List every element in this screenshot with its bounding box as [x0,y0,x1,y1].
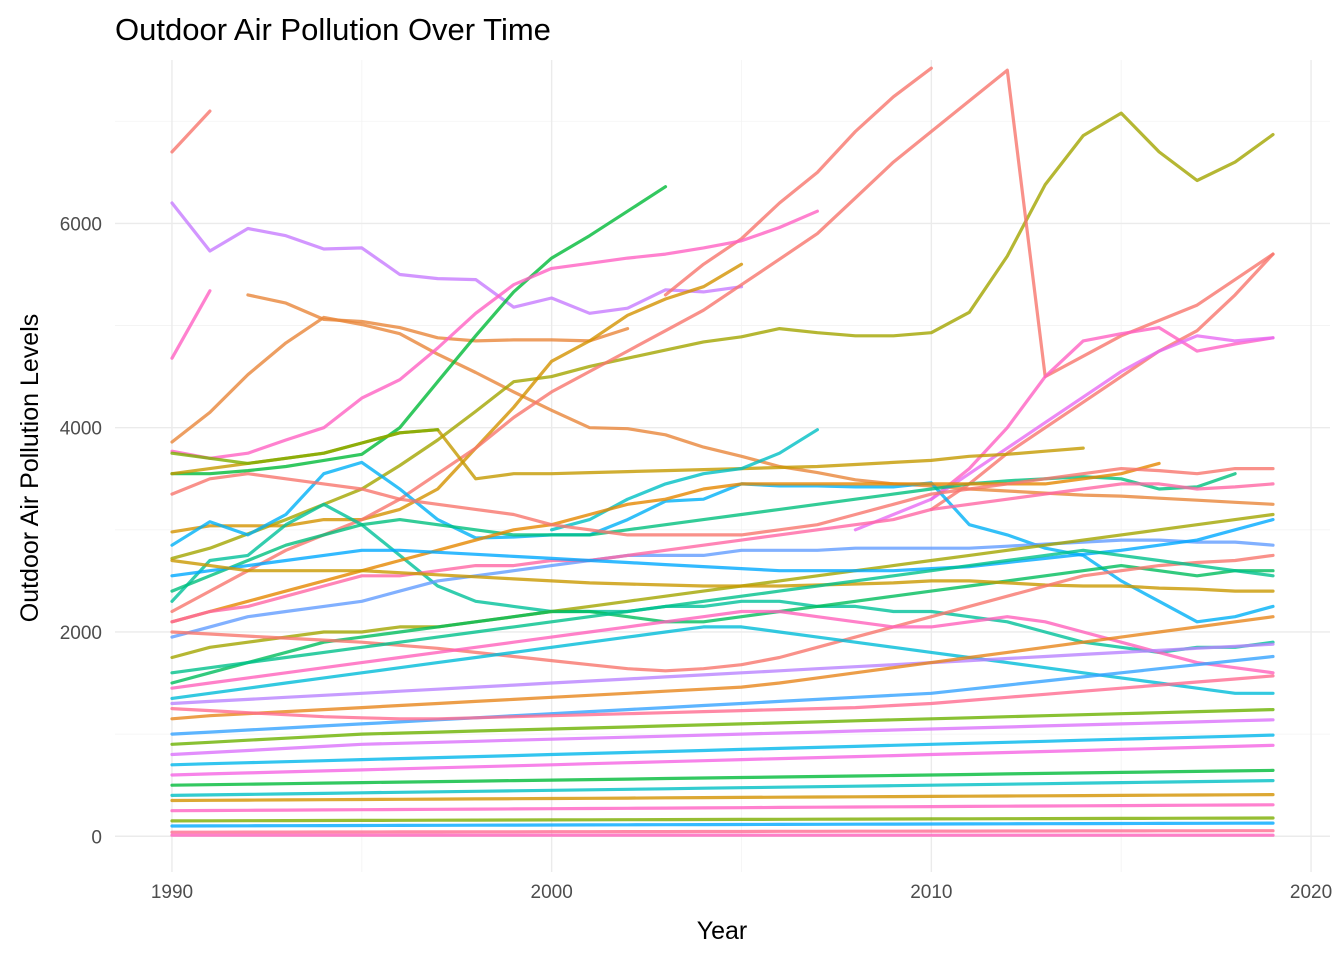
x-tick-label: 2010 [910,882,952,903]
series-line-3 [170,289,212,360]
y-tick-label: 0 [91,827,102,848]
tick-labels: 1990 2000 2010 2020 0 2000 4000 6000 [60,214,1332,903]
x-tick-label: 1990 [151,882,193,903]
series-line-24 [170,482,1275,624]
series-line-12 [929,252,1275,511]
series-line-5 [170,315,1275,506]
series-line-38 [170,718,1275,757]
series-line-2 [170,201,744,315]
series-line-47 [170,829,1275,834]
series-line-31 [170,625,1275,701]
series-line-25 [170,512,1275,660]
series-line-27 [170,563,1275,685]
series-line-18 [170,460,1275,624]
series-line-17 [549,428,820,532]
series-line-6 [170,185,668,476]
series-line-37 [170,707,1275,746]
series-line-19 [170,502,1275,655]
series-line-30 [170,609,1275,690]
series-line-44 [170,803,1275,813]
series-line-21 [170,538,1275,639]
series-line-42 [170,778,1275,798]
y-tick-label: 2000 [60,623,102,644]
series-line-23 [170,467,1275,537]
x-axis-title: Year [697,917,748,945]
series-line-40 [170,743,1275,777]
series-line-33 [170,548,1275,675]
series-line-9 [170,111,1275,561]
series-line-14 [853,334,1275,532]
series-line-7 [663,66,933,297]
series-layer [170,66,1275,837]
y-tick-label: 6000 [60,214,102,235]
series-line-8 [170,209,820,460]
series-line-1 [170,109,212,154]
chart-title: Outdoor Air Pollution Over Time [115,12,551,47]
series-line-32 [170,642,1275,706]
x-tick-label: 2000 [531,882,573,903]
series-line-16 [170,428,440,465]
series-line-39 [170,733,1275,767]
series-line-13 [929,326,1275,501]
series-line-29 [170,553,1275,673]
series-line-28 [170,558,1275,593]
series-line-22 [170,461,1161,624]
x-tick-label: 2020 [1290,882,1332,903]
series-line-46 [170,821,1275,828]
series-line-26 [170,517,1275,578]
y-tick-label: 4000 [60,419,102,440]
series-line-45 [170,816,1275,823]
series-line-34 [170,615,1275,721]
y-axis-title: Outdoor Air Pollution Levels [16,314,44,623]
series-line-41 [170,768,1275,787]
series-line-35 [170,654,1275,736]
series-line-4 [246,293,630,343]
series-line-36 [170,674,1275,721]
series-line-43 [170,792,1275,803]
